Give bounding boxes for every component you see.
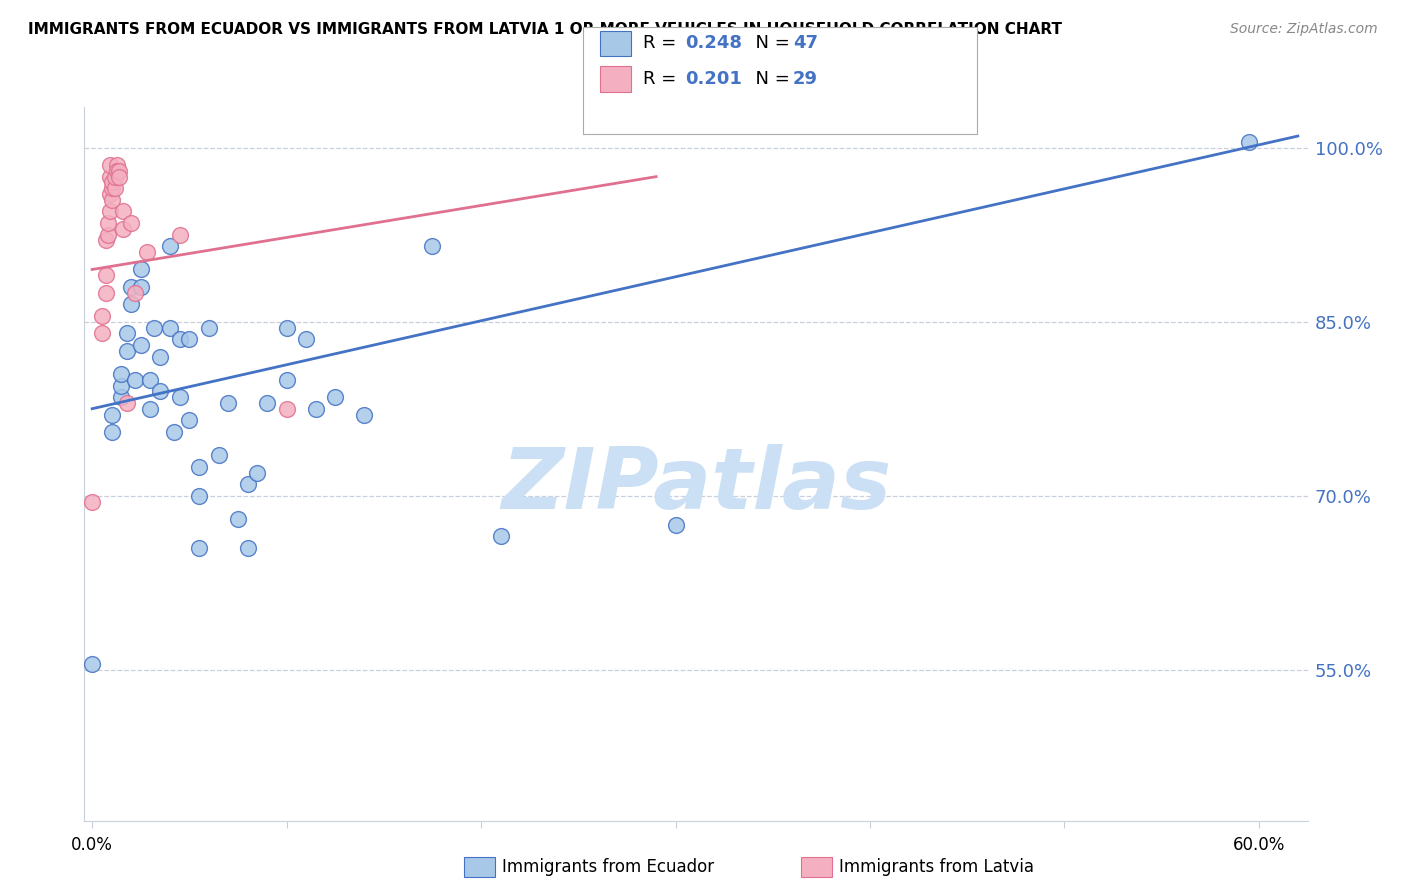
- Point: [100, 408, 122, 422]
- Text: ZIPatlas: ZIPatlas: [501, 443, 891, 527]
- Text: 60.0%: 60.0%: [1233, 836, 1285, 854]
- Point: [90, 326, 112, 341]
- Point: [353, 408, 375, 422]
- Text: 0.248: 0.248: [685, 35, 742, 53]
- Point: [115, 396, 138, 410]
- Point: [179, 332, 201, 346]
- Point: [90, 309, 112, 323]
- Point: [207, 448, 229, 462]
- Point: [664, 517, 686, 532]
- Point: [276, 320, 298, 334]
- Point: [236, 541, 259, 555]
- Point: [143, 320, 166, 334]
- Point: [108, 169, 131, 184]
- Point: [129, 262, 152, 277]
- Point: [256, 396, 278, 410]
- Point: [149, 384, 172, 399]
- Text: Immigrants from Ecuador: Immigrants from Ecuador: [502, 858, 714, 876]
- Point: [169, 390, 191, 404]
- Point: [323, 390, 346, 404]
- Point: [236, 477, 259, 491]
- Point: [98, 187, 121, 202]
- Point: [169, 332, 191, 346]
- Point: [1239, 135, 1261, 149]
- Point: [489, 529, 512, 543]
- Point: [120, 216, 142, 230]
- Text: 47: 47: [793, 35, 818, 53]
- Point: [104, 169, 127, 184]
- Point: [422, 239, 444, 253]
- Text: N =: N =: [744, 35, 796, 53]
- Point: [94, 234, 117, 248]
- Point: [112, 204, 135, 219]
- Point: [100, 193, 122, 207]
- Point: [100, 176, 122, 190]
- Point: [139, 373, 162, 387]
- Point: [135, 245, 157, 260]
- Point: [110, 378, 132, 392]
- Text: N =: N =: [744, 70, 796, 88]
- Point: [107, 164, 129, 178]
- Text: Source: ZipAtlas.com: Source: ZipAtlas.com: [1230, 22, 1378, 37]
- Point: [246, 466, 269, 480]
- Point: [159, 320, 181, 334]
- Point: [98, 158, 121, 172]
- Point: [110, 390, 132, 404]
- Text: R =: R =: [643, 70, 682, 88]
- Text: IMMIGRANTS FROM ECUADOR VS IMMIGRANTS FROM LATVIA 1 OR MORE VEHICLES IN HOUSEHOL: IMMIGRANTS FROM ECUADOR VS IMMIGRANTS FR…: [28, 22, 1062, 37]
- Point: [98, 204, 121, 219]
- Point: [169, 227, 191, 242]
- Text: 0.201: 0.201: [685, 70, 741, 88]
- Point: [100, 425, 122, 439]
- Point: [97, 227, 120, 242]
- Point: [104, 181, 127, 195]
- Point: [217, 396, 239, 410]
- Point: [124, 285, 146, 300]
- Point: [129, 280, 152, 294]
- Point: [115, 343, 138, 358]
- Point: [188, 459, 211, 474]
- Point: [100, 181, 122, 195]
- Text: R =: R =: [643, 35, 682, 53]
- Text: 29: 29: [793, 70, 818, 88]
- Point: [115, 326, 138, 341]
- Point: [107, 158, 129, 172]
- Point: [179, 413, 201, 427]
- Point: [188, 489, 211, 503]
- Point: [98, 169, 121, 184]
- Point: [94, 285, 117, 300]
- Point: [97, 216, 120, 230]
- Point: [198, 320, 221, 334]
- Point: [108, 164, 131, 178]
- Point: [188, 541, 211, 555]
- Point: [120, 297, 142, 311]
- Point: [110, 367, 132, 381]
- Point: [82, 494, 104, 508]
- Point: [139, 401, 162, 416]
- Point: [295, 332, 318, 346]
- Point: [276, 401, 298, 416]
- Point: [276, 373, 298, 387]
- Text: Immigrants from Latvia: Immigrants from Latvia: [839, 858, 1035, 876]
- Point: [163, 425, 186, 439]
- Point: [124, 373, 146, 387]
- Point: [159, 239, 181, 253]
- Point: [82, 657, 104, 671]
- Point: [149, 350, 172, 364]
- Point: [94, 268, 117, 283]
- Point: [112, 222, 135, 236]
- Point: [305, 401, 328, 416]
- Point: [129, 338, 152, 352]
- Text: 0.0%: 0.0%: [72, 836, 112, 854]
- Point: [120, 280, 142, 294]
- Point: [226, 512, 249, 526]
